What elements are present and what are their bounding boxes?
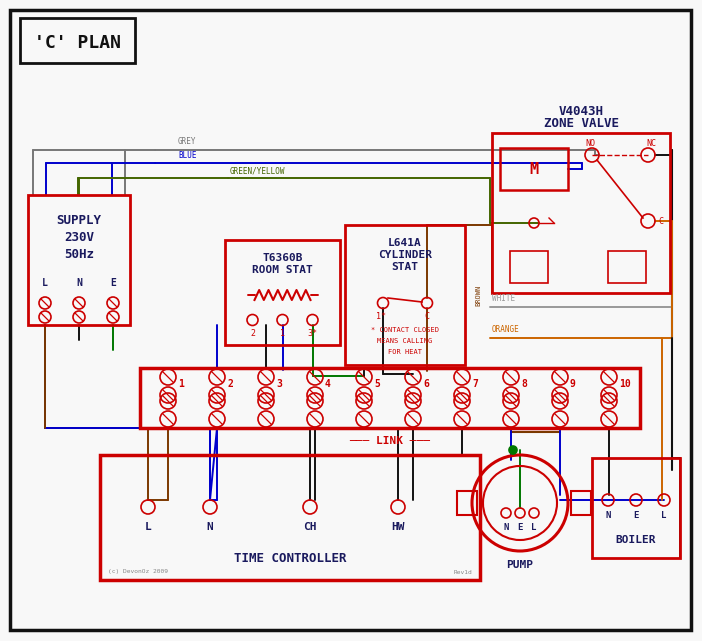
Text: CYLINDER: CYLINDER bbox=[378, 250, 432, 260]
Text: L: L bbox=[145, 522, 152, 532]
Text: MEANS CALLING: MEANS CALLING bbox=[378, 338, 432, 344]
Text: FOR HEAT: FOR HEAT bbox=[388, 349, 422, 355]
Text: NC: NC bbox=[646, 138, 656, 147]
Text: NO: NO bbox=[585, 138, 595, 147]
Text: 1: 1 bbox=[280, 328, 285, 338]
Text: M: M bbox=[529, 162, 538, 176]
Text: ROOM STAT: ROOM STAT bbox=[252, 265, 313, 275]
Text: TIME CONTROLLER: TIME CONTROLLER bbox=[234, 551, 346, 565]
Text: E: E bbox=[110, 278, 116, 288]
Text: N: N bbox=[503, 524, 509, 533]
Text: 5: 5 bbox=[374, 379, 380, 389]
Text: L641A: L641A bbox=[388, 238, 422, 248]
Text: V4043H: V4043H bbox=[559, 104, 604, 117]
Text: HW: HW bbox=[391, 522, 405, 532]
Text: 3: 3 bbox=[276, 379, 282, 389]
Text: (c) DevonOz 2009: (c) DevonOz 2009 bbox=[108, 569, 168, 574]
Text: C: C bbox=[425, 312, 430, 320]
Text: Rev1d: Rev1d bbox=[453, 569, 472, 574]
Text: 6: 6 bbox=[423, 379, 429, 389]
Text: 3*: 3* bbox=[307, 328, 317, 338]
Text: C: C bbox=[658, 217, 663, 226]
Text: BROWN: BROWN bbox=[475, 285, 481, 306]
Text: ZONE VALVE: ZONE VALVE bbox=[543, 117, 618, 129]
Text: GREEN/YELLOW: GREEN/YELLOW bbox=[230, 166, 286, 175]
Text: 2: 2 bbox=[250, 328, 255, 338]
Text: N: N bbox=[76, 278, 82, 288]
Text: GREY: GREY bbox=[178, 137, 197, 146]
Text: N: N bbox=[605, 510, 611, 519]
Text: 1: 1 bbox=[178, 379, 184, 389]
Text: 9: 9 bbox=[570, 379, 576, 389]
Text: L: L bbox=[661, 510, 667, 519]
Text: STAT: STAT bbox=[392, 262, 418, 272]
Text: 10: 10 bbox=[619, 379, 631, 389]
Text: 1*: 1* bbox=[376, 312, 386, 320]
Text: T6360B: T6360B bbox=[263, 253, 303, 263]
Text: * CONTACT CLOSED: * CONTACT CLOSED bbox=[371, 327, 439, 333]
Text: PUMP: PUMP bbox=[507, 560, 534, 570]
Text: 'C' PLAN: 'C' PLAN bbox=[34, 34, 121, 52]
Text: 230V: 230V bbox=[64, 231, 94, 244]
Text: E: E bbox=[517, 524, 523, 533]
Text: N: N bbox=[206, 522, 213, 532]
Text: BLUE: BLUE bbox=[178, 151, 197, 160]
Text: ORANGE: ORANGE bbox=[492, 325, 519, 334]
Circle shape bbox=[509, 446, 517, 454]
Text: WHITE: WHITE bbox=[492, 294, 515, 303]
Text: 2: 2 bbox=[227, 379, 233, 389]
Text: L: L bbox=[42, 278, 48, 288]
Text: 4: 4 bbox=[325, 379, 331, 389]
Text: 8: 8 bbox=[521, 379, 527, 389]
Text: BOILER: BOILER bbox=[616, 535, 656, 545]
Text: SUPPLY: SUPPLY bbox=[56, 213, 102, 226]
Text: L: L bbox=[531, 524, 537, 533]
Text: E: E bbox=[633, 510, 639, 519]
Text: ─── LINK ───: ─── LINK ─── bbox=[350, 436, 430, 446]
Text: CH: CH bbox=[303, 522, 317, 532]
Text: 50Hz: 50Hz bbox=[64, 247, 94, 260]
Text: 7: 7 bbox=[472, 379, 478, 389]
